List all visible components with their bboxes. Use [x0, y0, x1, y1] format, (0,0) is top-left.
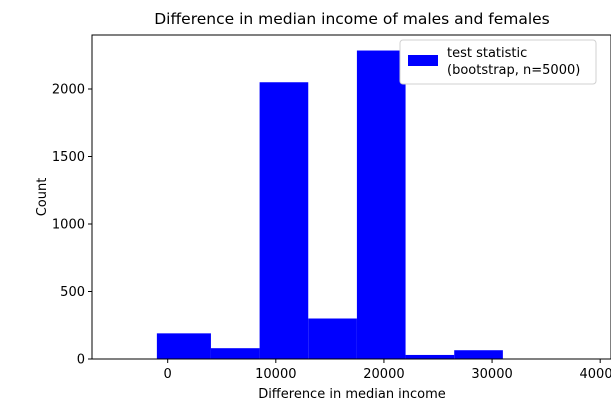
histogram-bar-3: [308, 318, 357, 359]
legend-line-2: (bootstrap, n=5000): [447, 63, 580, 78]
x-axis-label: Difference in median income: [258, 387, 446, 402]
histogram-bar-0: [156, 333, 211, 359]
histogram-bar-6: [454, 350, 503, 359]
histogram-bar-5: [405, 354, 455, 359]
x-tick-label-1: 10000: [255, 367, 296, 382]
bars-group: [156, 50, 503, 360]
y-axis-ticks: 0 500 1000 1500 2000: [52, 83, 92, 368]
y-tick-label-0: 0: [77, 353, 85, 368]
legend-box: [399, 39, 597, 85]
y-tick-label-2: 1000: [52, 218, 85, 233]
plot-frame: [91, 34, 611, 360]
histogram-bar-1: [210, 348, 260, 359]
x-tick-label-2: 20000: [363, 367, 404, 382]
chart-title: Difference in median income of males and…: [154, 10, 550, 28]
y-tick-label-1: 500: [60, 285, 85, 300]
y-axis-label: Count: [35, 178, 50, 217]
x-tick-label-0: 0: [164, 367, 172, 382]
histogram-bar-4: [356, 50, 406, 360]
legend-swatch: [408, 55, 438, 66]
x-tick-label-3: 30000: [471, 367, 512, 382]
y-tick-label-4: 2000: [52, 83, 85, 98]
legend: test statistic (bootstrap, n=5000): [399, 39, 597, 85]
legend-line-1: test statistic: [447, 46, 527, 61]
y-tick-label-3: 1500: [52, 150, 85, 165]
histogram-bar-2: [259, 82, 309, 359]
